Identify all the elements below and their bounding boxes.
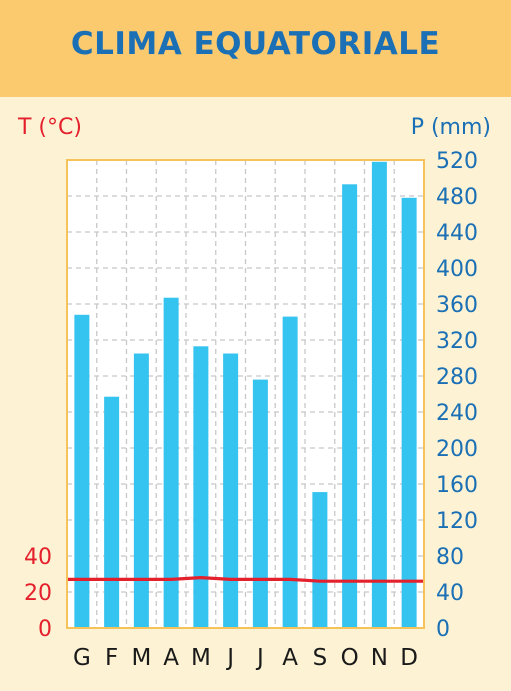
- precipitation-axis-label: P (mm): [410, 115, 491, 140]
- precipitation-bar: [193, 346, 209, 628]
- precipitation-bar: [163, 297, 179, 628]
- precipitation-bar: [133, 353, 149, 628]
- right-tick-label: 0: [436, 617, 450, 642]
- right-tick-label: 440: [436, 221, 478, 246]
- month-label: N: [371, 645, 388, 671]
- precipitation-bars: [74, 161, 417, 629]
- month-label: G: [73, 645, 91, 671]
- grid-lines: [67, 159, 424, 629]
- precipitation-bar: [252, 379, 268, 628]
- precipitation-bar: [342, 184, 358, 629]
- chart-title: CLIMA EQUATORIALE: [70, 26, 441, 62]
- precipitation-bar: [282, 316, 298, 628]
- right-tick-label: 160: [436, 473, 478, 498]
- title-banner: [0, 0, 511, 97]
- right-tick-label: 520: [436, 149, 478, 174]
- precipitation-bar: [223, 353, 239, 628]
- right-tick-label: 40: [436, 581, 464, 606]
- precipitation-bar: [401, 197, 417, 629]
- month-label: F: [105, 645, 118, 671]
- precipitation-bar: [371, 161, 387, 629]
- right-tick-label: 120: [436, 509, 478, 534]
- month-label: D: [400, 645, 418, 671]
- month-label: A: [163, 645, 179, 671]
- right-tick-label: 480: [436, 185, 478, 210]
- month-label: M: [131, 645, 151, 671]
- month-label: J: [225, 645, 234, 671]
- right-tick-label: 360: [436, 293, 478, 318]
- month-label: A: [282, 645, 298, 671]
- left-axis-ticks: 0 20 40: [24, 545, 52, 642]
- temperature-axis-label: T (°C): [18, 115, 82, 140]
- plot-frame: [66, 159, 425, 629]
- precipitation-bar: [104, 396, 120, 628]
- right-tick-label: 280: [436, 365, 478, 390]
- right-tick-label: 200: [436, 437, 478, 462]
- right-tick-label: 80: [436, 545, 464, 570]
- temperature-line-group: [67, 575, 424, 583]
- right-tick-label: 320: [436, 329, 478, 354]
- precipitation-bar: [312, 492, 328, 628]
- month-label: S: [313, 645, 328, 671]
- month-label: M: [191, 645, 211, 671]
- left-tick-label: 20: [24, 581, 52, 606]
- month-label: J: [255, 645, 264, 671]
- precipitation-bar: [74, 314, 90, 628]
- right-tick-label: 400: [436, 257, 478, 282]
- right-axis-ticks: 0 40 80 120 160 200 240 280 320 360 400 440 480 520: [436, 149, 478, 642]
- month-label: O: [341, 645, 359, 671]
- left-tick-label: 40: [24, 545, 52, 570]
- temperature-line: [67, 575, 424, 583]
- left-tick-label: 0: [38, 617, 52, 642]
- right-tick-label: 240: [436, 401, 478, 426]
